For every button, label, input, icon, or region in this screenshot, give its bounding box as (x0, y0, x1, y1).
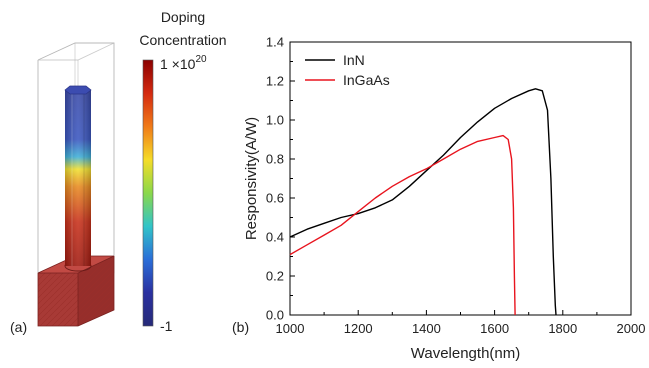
series-line-ingaas (289, 134, 516, 316)
colorbar: Doping Concentration 1 ×1020 -1 (139, 9, 226, 334)
panel-a-label: (a) (10, 319, 27, 335)
y-tick-label: 0.6 (266, 191, 284, 206)
x-tick-label: 1200 (344, 321, 373, 336)
panel-a: (a) Doping Concentration 1 ×1020 -1 (10, 9, 227, 335)
x-axis-label: Wavelength(nm) (411, 345, 520, 362)
y-tick-label: 1.2 (266, 74, 284, 89)
y-tick-label: 0.8 (266, 152, 284, 167)
substrate-block (37, 255, 115, 327)
y-tick-label: 0.2 (266, 269, 284, 284)
responsivity-chart: 1000 1200 1400 1600 1800 2000 0.0 0.2 0.4 0.6 0.8 1… (243, 35, 645, 363)
x-tick-label: 1000 (276, 321, 305, 336)
colorbar-max-label: 1 ×1020 (160, 54, 207, 72)
nanowire (64, 85, 92, 272)
legend-label-inn: InN (343, 52, 365, 68)
colorbar-bar (142, 59, 154, 327)
y-tick-label: 1.0 (266, 113, 284, 128)
colorbar-min-label: -1 (160, 318, 173, 334)
y-tick-label: 0.0 (266, 308, 284, 323)
plot-frame (289, 41, 632, 316)
series-line-inn (289, 88, 557, 316)
legend-label-ingaas: InGaAs (343, 72, 390, 88)
panel-b: (b) 1000 1200 1400 1600 1800 2000 0.0 0.2 0.4 0.6… (232, 35, 645, 363)
colorbar-title-line2: Concentration (139, 32, 226, 48)
colorbar-title-line1: Doping (161, 9, 205, 25)
panel-b-label: (b) (232, 319, 249, 335)
y-axis-label: Responsivity(A/W) (243, 117, 260, 240)
y-tick-label: 0.4 (266, 230, 284, 245)
x-tick-label: 2000 (617, 321, 646, 336)
y-tick-label: 1.4 (266, 35, 284, 50)
x-tick-label: 1800 (548, 321, 577, 336)
x-tick-label: 1400 (412, 321, 441, 336)
x-tick-label: 1600 (480, 321, 509, 336)
